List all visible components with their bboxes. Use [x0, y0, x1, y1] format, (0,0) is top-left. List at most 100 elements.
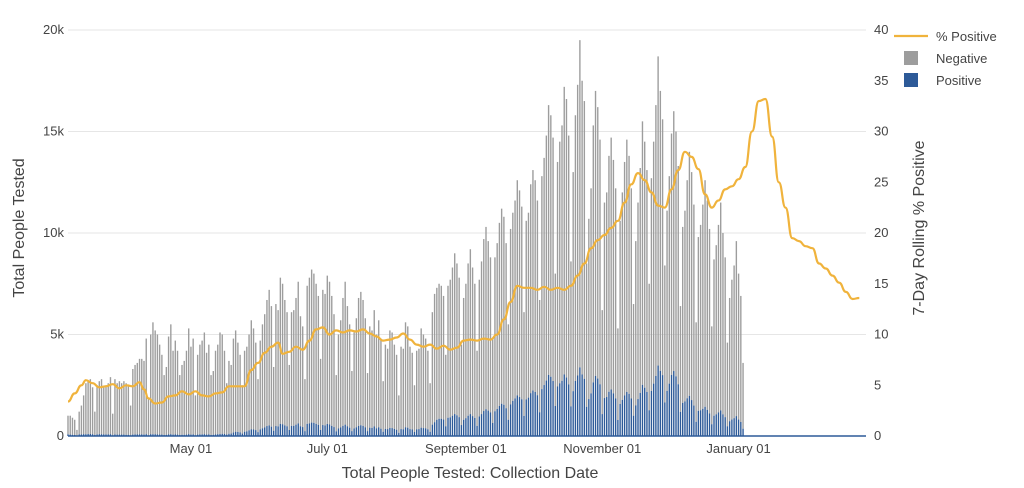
bar-negative: [364, 318, 366, 428]
bar-negative: [382, 381, 384, 432]
bar-negative: [489, 257, 492, 413]
bar-positive: [141, 434, 143, 436]
bar-positive: [351, 431, 353, 436]
bar-negative: [74, 419, 76, 435]
bar-positive: [402, 429, 404, 436]
bar-positive: [494, 411, 496, 436]
bar-negative: [196, 354, 199, 435]
bar-positive: [150, 434, 152, 436]
bar-positive: [717, 412, 720, 436]
bar-negative: [659, 90, 662, 371]
bar-positive: [702, 408, 704, 436]
bar-negative: [695, 322, 697, 422]
bar-negative: [704, 180, 706, 407]
bar-positive: [304, 431, 306, 436]
bar-negative: [69, 415, 71, 435]
bar-positive: [527, 397, 530, 436]
bar-negative: [302, 326, 304, 428]
bar-positive: [565, 377, 568, 436]
bar-positive: [476, 425, 478, 436]
bar-negative: [127, 385, 130, 435]
bar-positive: [722, 414, 724, 436]
bar-positive: [424, 428, 427, 436]
bar-positive: [420, 427, 422, 436]
bar-positive: [487, 410, 489, 436]
bar-positive: [541, 389, 543, 436]
y2-tick-label: 5: [874, 377, 881, 392]
bar-positive: [666, 390, 668, 436]
bar-negative: [378, 320, 380, 428]
bar-negative: [348, 324, 351, 428]
bar-positive: [67, 434, 69, 436]
legend[interactable]: % Positive Negative Positive: [894, 29, 997, 88]
y2-tick-label: 40: [874, 22, 888, 37]
bar-negative: [592, 125, 594, 383]
bar-negative: [219, 332, 221, 434]
bar-positive: [257, 432, 259, 436]
bar-negative: [536, 200, 539, 396]
bar-negative: [556, 161, 559, 387]
bar-positive: [570, 406, 572, 436]
bar-negative: [666, 210, 668, 391]
bar-positive: [290, 425, 293, 436]
bar-negative: [670, 133, 673, 375]
legend-item[interactable]: Positive: [904, 73, 982, 88]
bar-negative: [272, 366, 275, 431]
x-tick-label: January 01: [706, 441, 770, 456]
bar-positive: [483, 411, 485, 436]
y2-tick-label: 0: [874, 428, 881, 443]
bar-positive: [639, 392, 641, 436]
bar-negative: [252, 328, 255, 430]
bar-positive: [174, 434, 176, 436]
bar-negative: [496, 243, 498, 410]
bar-positive: [89, 433, 92, 436]
bar-positive: [594, 375, 597, 436]
bar-positive: [98, 434, 100, 436]
bar-negative: [655, 105, 657, 376]
bar-negative: [606, 192, 608, 398]
bar-negative: [416, 350, 418, 430]
bar-positive: [554, 405, 556, 436]
x-tick-label: November 01: [563, 441, 641, 456]
bar-negative: [599, 139, 601, 385]
bar-positive: [80, 434, 83, 436]
legend-item[interactable]: Negative: [904, 51, 987, 66]
bar-negative: [726, 342, 729, 427]
y2-tick-label: 25: [874, 174, 888, 189]
bar-positive: [315, 423, 317, 436]
y2-tick-label: 15: [874, 276, 888, 291]
bar-negative: [735, 241, 738, 417]
bar-negative: [720, 202, 722, 411]
bar-negative: [713, 259, 715, 416]
bar-positive: [393, 428, 396, 436]
bar-negative: [677, 166, 679, 385]
bar-negative: [639, 168, 641, 393]
bar-negative: [733, 265, 735, 419]
bar-negative: [165, 366, 168, 435]
bar-positive: [646, 391, 648, 436]
bar-positive: [364, 427, 366, 436]
legend-swatch-box: [904, 51, 918, 65]
bar-negative: [284, 299, 286, 426]
bar-negative: [724, 257, 726, 418]
bar-negative: [134, 364, 136, 435]
bar-negative: [82, 395, 85, 435]
bar-positive: [451, 415, 454, 436]
bar-negative: [478, 279, 480, 417]
bar-negative: [427, 350, 429, 430]
legend-item[interactable]: % Positive: [894, 29, 997, 44]
bar-positive: [237, 431, 239, 436]
bar-negative: [652, 141, 655, 384]
bar-positive: [695, 421, 697, 436]
bar-negative: [105, 385, 107, 435]
bar-positive: [688, 395, 691, 436]
bar-positive: [682, 402, 684, 436]
bar-positive: [574, 380, 577, 436]
bar-positive: [82, 434, 85, 436]
bar-positive: [440, 418, 442, 436]
bar-negative: [480, 261, 483, 415]
bar-negative: [277, 310, 279, 427]
bar-positive: [699, 410, 702, 436]
bar-negative: [688, 151, 691, 396]
